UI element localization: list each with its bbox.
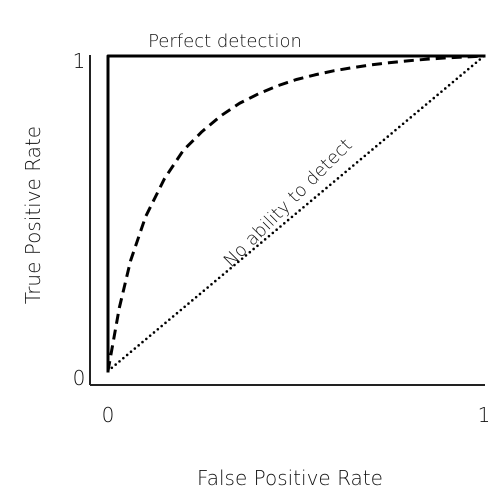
x-axis-title: False Positive Rate (197, 466, 383, 490)
series-line-dashed (106, 54, 485, 372)
x-tick-label-1: 1 (478, 403, 491, 427)
tick-labels: 0 1 0 1 (73, 49, 491, 427)
y-axis-title: True Positive Rate (21, 126, 45, 304)
annotation-no-ability-to-detect: No ability to detect (220, 135, 357, 272)
axes (89, 55, 485, 386)
series-line-solid (106, 54, 486, 373)
x-tick-label-0: 0 (102, 403, 115, 427)
y-tick-label-0: 0 (73, 366, 86, 390)
y-tick-label-1: 1 (73, 49, 86, 73)
annotation-perfect-detection: Perfect detection (148, 31, 302, 52)
series-group (106, 54, 486, 373)
series-line-dotted (106, 54, 486, 373)
